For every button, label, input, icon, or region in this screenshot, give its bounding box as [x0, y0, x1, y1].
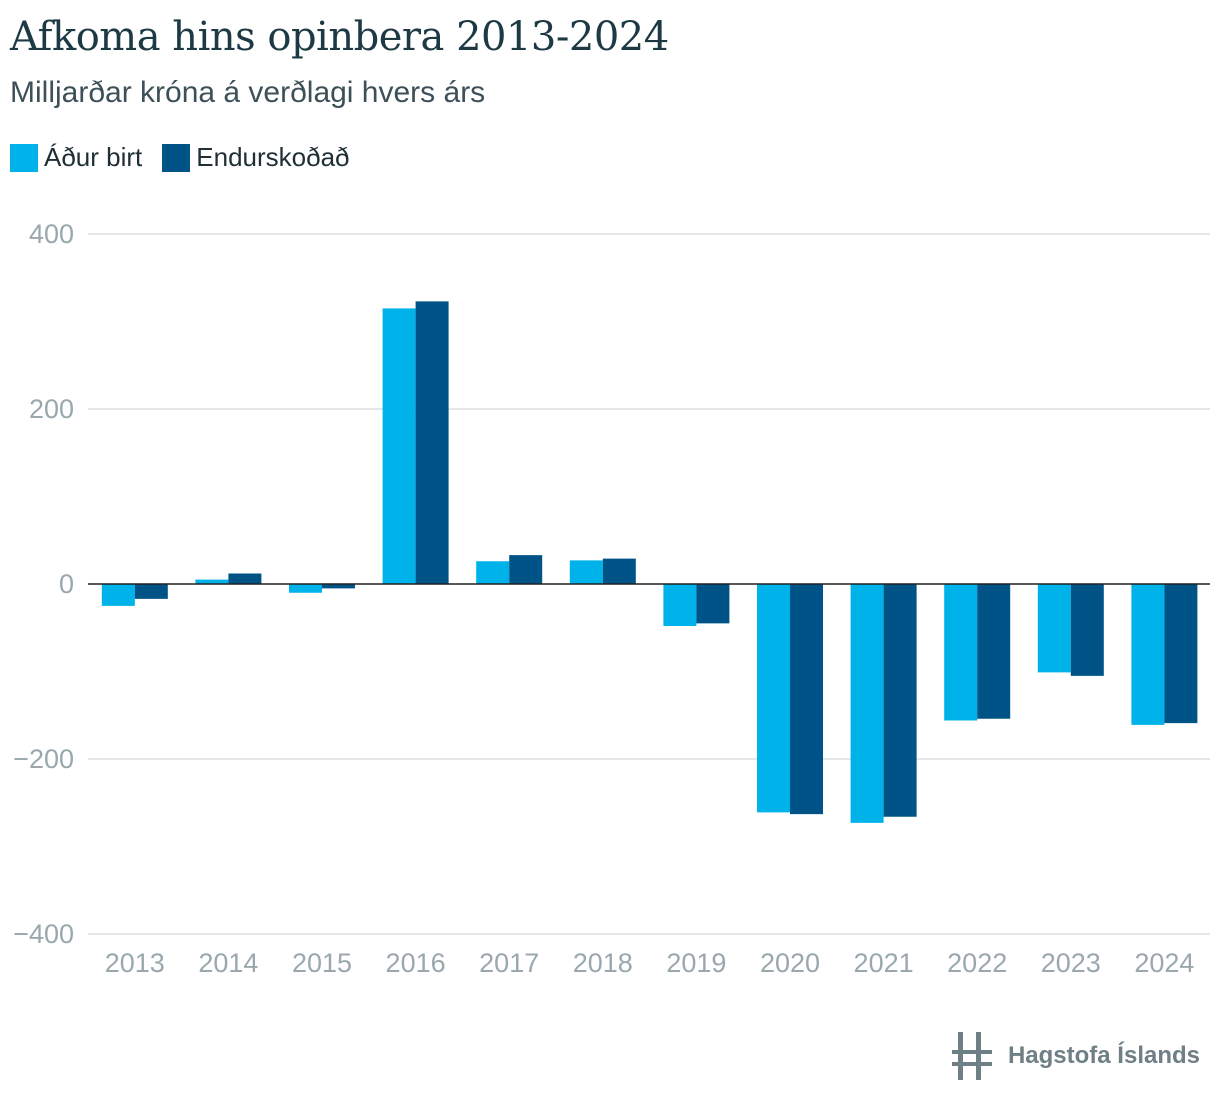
- bar-adur-birt-2021: [850, 584, 884, 823]
- hagstofa-logo: Hagstofa Íslands: [951, 1032, 1200, 1080]
- x-tick-label: 2015: [292, 948, 352, 978]
- x-tick-label: 2020: [760, 948, 820, 978]
- y-tick-label: −400: [13, 919, 74, 949]
- bar-adur-birt-2017: [476, 561, 510, 584]
- y-tick-label: 0: [59, 569, 74, 599]
- chart-title: Afkoma hins opinbera 2013-2024: [10, 14, 669, 60]
- bar-endurskodad-2024: [1164, 584, 1198, 724]
- bar-endurskodad-2013: [134, 584, 168, 599]
- bar-adur-birt-2013: [101, 584, 135, 606]
- bar-endurskodad-2022: [977, 584, 1011, 719]
- x-tick-label: 2014: [198, 948, 258, 978]
- x-tick-label: 2019: [666, 948, 726, 978]
- hagstofa-logo-icon: [951, 1032, 992, 1080]
- bar-adur-birt-2020: [757, 584, 790, 813]
- legend-item-adur-birt: Áður birt: [10, 142, 142, 173]
- x-tick-label: 2023: [1041, 948, 1101, 978]
- bar-adur-birt-2023: [1037, 584, 1071, 673]
- bar-endurskodad-2023: [1070, 584, 1104, 676]
- x-tick-label: 2022: [947, 948, 1007, 978]
- bar-adur-birt-2024: [1131, 584, 1165, 725]
- x-tick-label: 2016: [386, 948, 446, 978]
- legend-item-endurskodad: Endurskoðað: [162, 142, 350, 173]
- bar-endurskodad-2017: [509, 555, 543, 584]
- x-tick-label: 2021: [854, 948, 914, 978]
- bar-endurskodad-2021: [883, 584, 917, 817]
- bar-adur-birt-2018: [569, 560, 603, 584]
- x-tick-label: 2017: [479, 948, 539, 978]
- y-tick-label: 400: [29, 219, 74, 249]
- bar-endurskodad-2014: [228, 573, 262, 584]
- legend-label-adur-birt: Áður birt: [44, 142, 143, 172]
- legend-label-endurskodad: Endurskoðað: [196, 142, 350, 172]
- chart-subtitle: Milljarðar króna á verðlagi hvers árs: [10, 76, 486, 109]
- legend-swatch-endurskodad: [162, 143, 191, 172]
- bar-adur-birt-2015: [289, 584, 322, 593]
- y-tick-label: 200: [29, 394, 74, 424]
- bar-endurskodad-2016: [415, 301, 449, 584]
- bar-endurskodad-2018: [602, 558, 636, 584]
- bar-endurskodad-2020: [790, 584, 823, 815]
- x-tick-label: 2018: [573, 948, 633, 978]
- x-tick-label: 2013: [105, 948, 165, 978]
- y-tick-label: −200: [13, 744, 74, 774]
- legend-swatch-adur-birt: [10, 143, 38, 172]
- bar-adur-birt-2019: [663, 584, 697, 626]
- bar-adur-birt-2014: [195, 579, 229, 584]
- bar-adur-birt-2016: [382, 308, 416, 584]
- legend: Áður birt Endurskoðað: [10, 142, 370, 173]
- bar-endurskodad-2019: [696, 584, 730, 624]
- x-tick-label: 2024: [1134, 948, 1194, 978]
- bar-endurskodad-2015: [322, 584, 355, 589]
- bar-adur-birt-2022: [944, 584, 978, 721]
- logo-text: Hagstofa Íslands: [1007, 1042, 1200, 1069]
